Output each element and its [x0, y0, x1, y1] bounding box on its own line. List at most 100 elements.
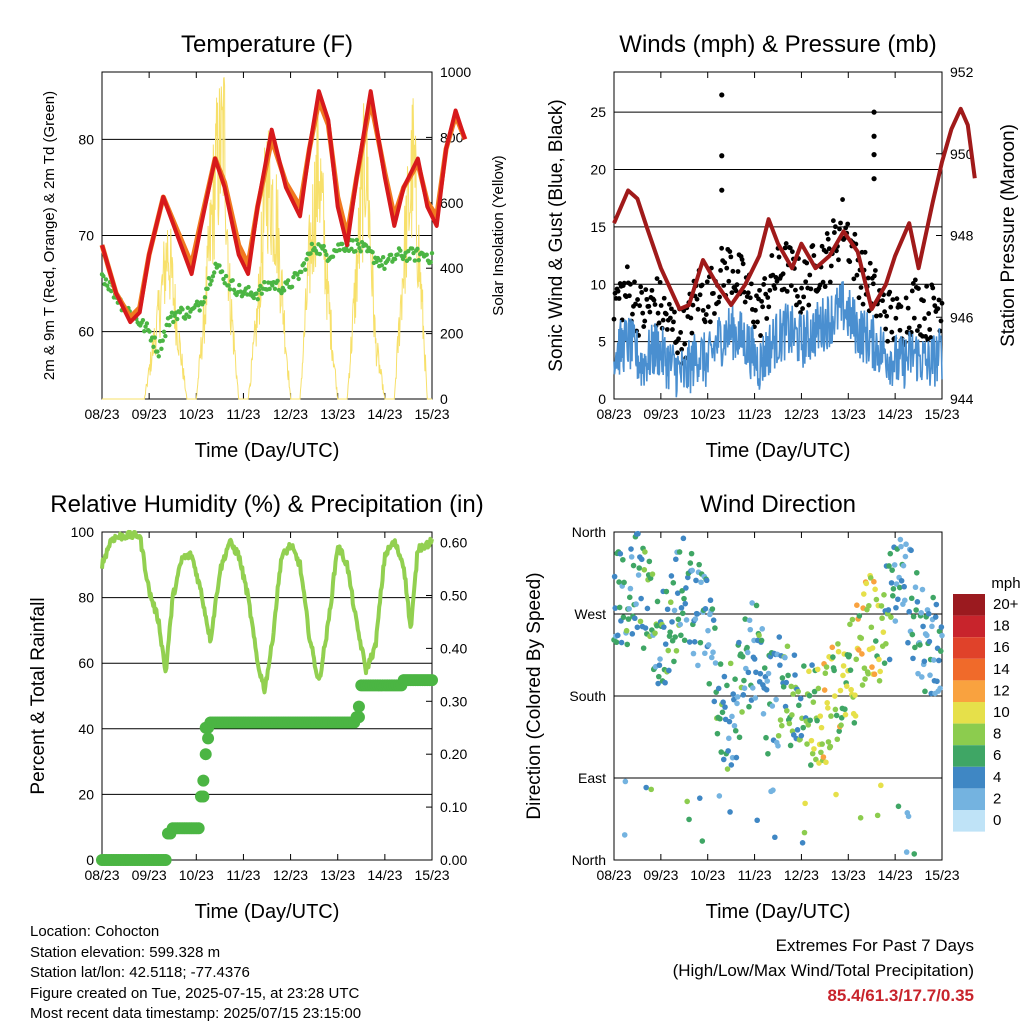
- direction-point: [840, 672, 846, 679]
- gust-point: [697, 292, 703, 298]
- gust-point: [702, 319, 708, 325]
- gust-point: [924, 283, 930, 289]
- humidity-xlabel: Time (Day/UTC): [195, 901, 340, 923]
- direction-point: [726, 718, 733, 725]
- gust-peak-point: [719, 92, 725, 98]
- direction-point: [885, 607, 892, 613]
- direction-point: [806, 668, 812, 675]
- gust-point: [806, 302, 812, 308]
- gust-point: [718, 268, 723, 273]
- direction-point: [886, 563, 892, 569]
- gust-point: [630, 311, 635, 317]
- direction-point: [782, 654, 788, 661]
- gust-peak-point: [719, 153, 725, 159]
- gust-point: [670, 327, 675, 332]
- solar-insolation-line: [102, 77, 432, 400]
- winds-title: Winds (mph) & Pressure (mb): [619, 31, 936, 58]
- gust-point: [762, 276, 768, 281]
- x-tick-label: 09/23: [643, 867, 678, 883]
- direction-point: [900, 562, 907, 569]
- direction-point: [648, 786, 655, 793]
- gust-point: [824, 231, 830, 236]
- gust-point: [730, 268, 736, 274]
- direction-point: [732, 727, 739, 734]
- direction-point: [763, 686, 770, 693]
- direction-point: [867, 575, 874, 581]
- legend-label: 12: [993, 682, 1010, 699]
- y2-tick-label: 950: [950, 146, 974, 162]
- dewpoint-point: [275, 278, 280, 283]
- direction-ylabel: Direction (Colored By Speed): [524, 572, 545, 819]
- direction-point: [712, 625, 718, 631]
- direction-point: [626, 606, 632, 612]
- gust-point: [711, 290, 716, 296]
- direction-point: [759, 626, 766, 632]
- gust-peak-point: [871, 109, 877, 115]
- y2-tick-label: 1000: [440, 64, 471, 80]
- direction-point: [742, 616, 748, 622]
- direction-point: [817, 713, 824, 719]
- winds-xlabel: Time (Day/UTC): [706, 440, 851, 462]
- direction-point: [891, 562, 898, 568]
- direction-point: [795, 688, 801, 695]
- legend-label: 8: [993, 726, 1001, 743]
- dewpoint-point: [226, 283, 231, 288]
- direction-point: [734, 700, 740, 707]
- dewpoint-point: [412, 258, 418, 263]
- direction-point: [632, 615, 638, 622]
- direction-point: [805, 722, 812, 728]
- direction-point: [861, 665, 868, 671]
- gust-point: [871, 273, 877, 279]
- direction-point: [779, 675, 786, 681]
- direction-point: [765, 750, 771, 757]
- gust-point: [807, 272, 813, 278]
- direction-point: [620, 556, 626, 563]
- direction-point: [696, 561, 702, 568]
- station-elevation: Station elevation: 599.328 m: [30, 943, 221, 961]
- direction-point: [685, 574, 691, 581]
- gust-point: [865, 275, 871, 281]
- dewpoint-point: [151, 344, 156, 349]
- direction-point: [825, 739, 832, 745]
- direction-point: [722, 704, 728, 710]
- direction-point: [919, 586, 926, 593]
- gust-point: [885, 338, 891, 344]
- gust-point: [655, 310, 661, 316]
- y-tick-label: West: [574, 606, 606, 622]
- direction-point: [655, 680, 661, 687]
- dewpoint-point: [255, 296, 260, 302]
- direction-point: [630, 562, 637, 569]
- direction-point: [724, 682, 730, 689]
- legend-swatch: [953, 594, 985, 616]
- gust-point: [717, 294, 722, 300]
- gust-point: [874, 313, 879, 319]
- dewpoint-point: [221, 276, 226, 282]
- direction-point: [787, 742, 794, 749]
- direction-point: [717, 715, 723, 722]
- gust-point: [758, 333, 763, 338]
- direction-point: [862, 676, 868, 682]
- gust-point: [637, 303, 643, 309]
- direction-point: [921, 658, 928, 665]
- direction-point: [721, 673, 728, 680]
- direction-point: [613, 639, 620, 646]
- gust-point: [827, 279, 833, 285]
- dewpoint-point: [109, 288, 114, 294]
- gust-point: [772, 286, 778, 291]
- dewpoint-point: [219, 269, 225, 274]
- dewpoint-point: [169, 310, 175, 315]
- direction-point: [925, 610, 932, 617]
- gust-point: [745, 290, 751, 296]
- direction-point: [847, 621, 853, 628]
- gust-point: [783, 241, 789, 246]
- y-tick-label: 70: [78, 228, 94, 244]
- dewpoint-point: [156, 354, 161, 359]
- relative-humidity-line: [100, 530, 434, 695]
- dewpoint-point: [231, 287, 237, 293]
- direction-point: [674, 590, 681, 596]
- direction-point: [818, 724, 825, 731]
- gust-point: [911, 315, 917, 321]
- gust-point: [694, 296, 700, 302]
- x-tick-label: 13/23: [831, 406, 866, 422]
- direction-point: [878, 603, 885, 609]
